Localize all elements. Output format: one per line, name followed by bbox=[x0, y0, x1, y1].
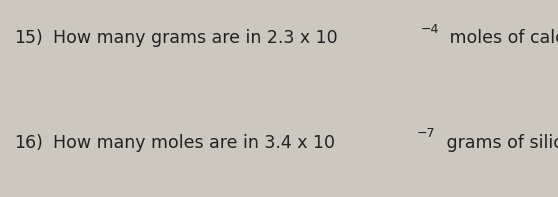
Text: 16): 16) bbox=[14, 134, 43, 152]
Text: −7: −7 bbox=[417, 127, 435, 140]
Text: −4: −4 bbox=[420, 22, 439, 35]
Text: grams of silicon dioxide, SiO: grams of silicon dioxide, SiO bbox=[441, 134, 558, 152]
Text: 15): 15) bbox=[14, 29, 43, 47]
Text: moles of calcium phosphate, Ca: moles of calcium phosphate, Ca bbox=[444, 29, 558, 47]
Text: How many moles are in 3.4 x 10: How many moles are in 3.4 x 10 bbox=[53, 134, 335, 152]
Text: How many grams are in 2.3 x 10: How many grams are in 2.3 x 10 bbox=[53, 29, 338, 47]
